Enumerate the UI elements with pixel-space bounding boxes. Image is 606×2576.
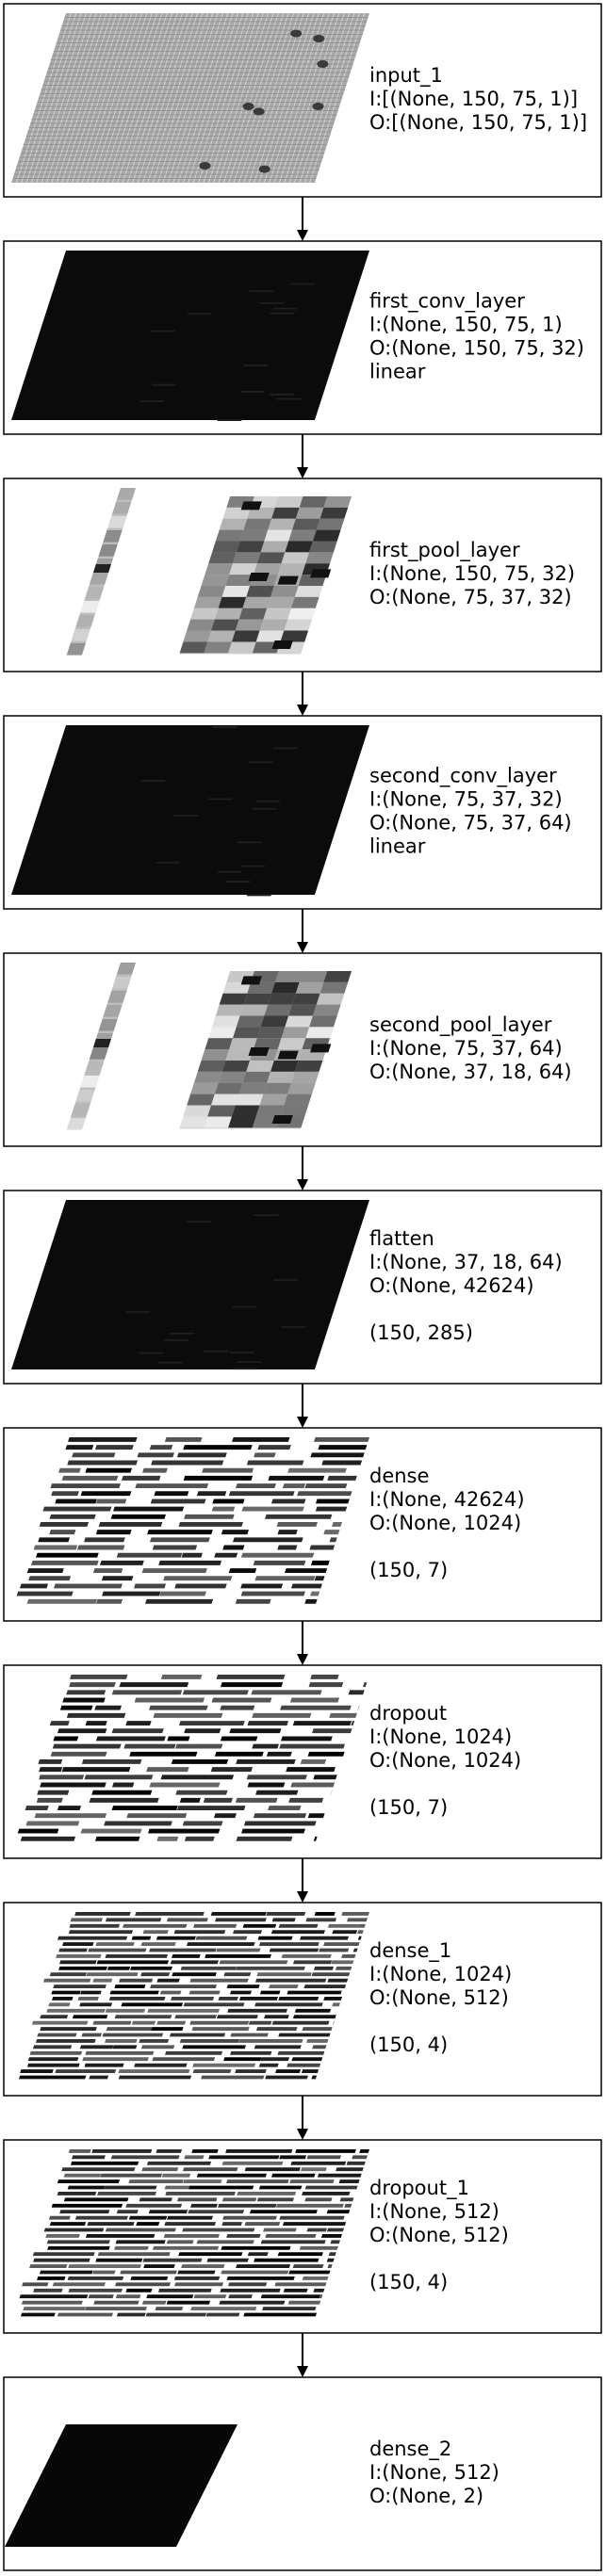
layer-input-shape: I:(None, 75, 37, 32): [369, 788, 563, 811]
layer-name: dropout_1: [369, 2177, 469, 2200]
layer-node: dense_2I:(None, 512)O:(None, 2): [3, 2376, 602, 2571]
layer-node: dropout_1I:(None, 512)O:(None, 512) (150,…: [3, 2139, 602, 2334]
layer-activation-image: [17, 1675, 368, 1841]
layer-output-shape: O:(None, 42624): [369, 1274, 534, 1297]
layer-output-shape: O:(None, 1024): [369, 1749, 521, 1772]
connection-arrow: [297, 2333, 308, 2377]
layer-input-shape: I:(None, 150, 75, 1): [369, 314, 563, 336]
layer-activation-image: [11, 12, 369, 184]
connection-arrow: [297, 1858, 308, 1903]
connection-arrow: [297, 1621, 308, 1665]
layer-name: dense_1: [369, 1939, 451, 1963]
layer-node: dense_1I:(None, 1024)O:(None, 512) (150, …: [3, 1902, 602, 2097]
layer-activation-image: [11, 251, 369, 422]
layer-name: first_conv_layer: [369, 290, 525, 314]
layer-input-shape: I:[(None, 150, 75, 1)]: [369, 88, 578, 110]
layer-input-shape: I:(None, 150, 75, 32): [369, 562, 575, 585]
layer-activation-image: [18, 1912, 369, 2080]
layer-activation-image: [11, 1200, 369, 1370]
layer-name: first_pool_layer: [369, 539, 520, 562]
layer-name: dense_2: [369, 2438, 451, 2461]
layer-output-shape: O:[(None, 150, 75, 1)]: [369, 111, 587, 134]
layer-activation-image: [19, 2149, 369, 2317]
layer-name: input_1: [369, 64, 443, 88]
layer-image-shape: (150, 7): [369, 1559, 448, 1581]
layer-output-shape: O:(None, 37, 18, 64): [369, 1061, 572, 1083]
layer-node: input_1I:[(None, 150, 75, 1)]O:[(None, 1…: [3, 3, 602, 198]
connection-arrow: [297, 2096, 308, 2140]
layer-name: second_conv_layer: [369, 765, 557, 788]
layer-output-shape: O:(None, 150, 75, 32): [369, 337, 584, 360]
layer-output-shape: O:(None, 75, 37, 32): [369, 586, 572, 608]
connection-arrow: [297, 1384, 308, 1428]
layer-output-shape: O:(None, 2): [369, 2485, 483, 2507]
layer-input-shape: I:(None, 512): [369, 2200, 500, 2223]
layer-activation-image: [16, 1437, 369, 1604]
connection-arrow: [297, 909, 308, 953]
layer-output-shape: O:(None, 512): [369, 2224, 509, 2246]
layer-name: second_pool_layer: [369, 1013, 552, 1037]
layer-activation-image: [66, 963, 352, 1130]
layer-activation-image: [11, 725, 369, 897]
connection-arrow: [297, 672, 308, 716]
layer-activation-image: [66, 488, 352, 656]
layer-activation: linear: [369, 361, 426, 383]
layer-input-shape: I:(None, 42624): [369, 1488, 525, 1511]
layer-output-shape: O:(None, 512): [369, 1986, 509, 2009]
connection-arrow: [297, 434, 308, 478]
layer-name: dropout: [369, 1702, 447, 1725]
layer-input-shape: I:(None, 37, 18, 64): [369, 1251, 563, 1273]
layer-name: flatten: [369, 1227, 434, 1250]
layer-output-shape: O:(None, 1024): [369, 1512, 521, 1534]
layer-output-shape: O:(None, 75, 37, 64): [369, 812, 572, 834]
connection-arrow: [297, 197, 308, 241]
layer-input-shape: I:(None, 75, 37, 64): [369, 1037, 563, 1060]
layer-input-shape: I:(None, 1024): [369, 1725, 512, 1748]
layer-image-shape: (150, 285): [369, 1321, 473, 1344]
layer-image-shape: (150, 4): [369, 2033, 448, 2056]
layer-image-shape: (150, 4): [369, 2271, 448, 2293]
layer-image-shape: (150, 7): [369, 1796, 448, 1819]
layer-activation: linear: [369, 835, 426, 858]
layer-input-shape: I:(None, 1024): [369, 1963, 512, 1985]
layer-name: dense: [369, 1465, 429, 1487]
layer-input-shape: I:(None, 512): [369, 2461, 500, 2484]
layer-activation-image: [5, 2424, 237, 2547]
connection-arrow: [297, 1146, 308, 1191]
